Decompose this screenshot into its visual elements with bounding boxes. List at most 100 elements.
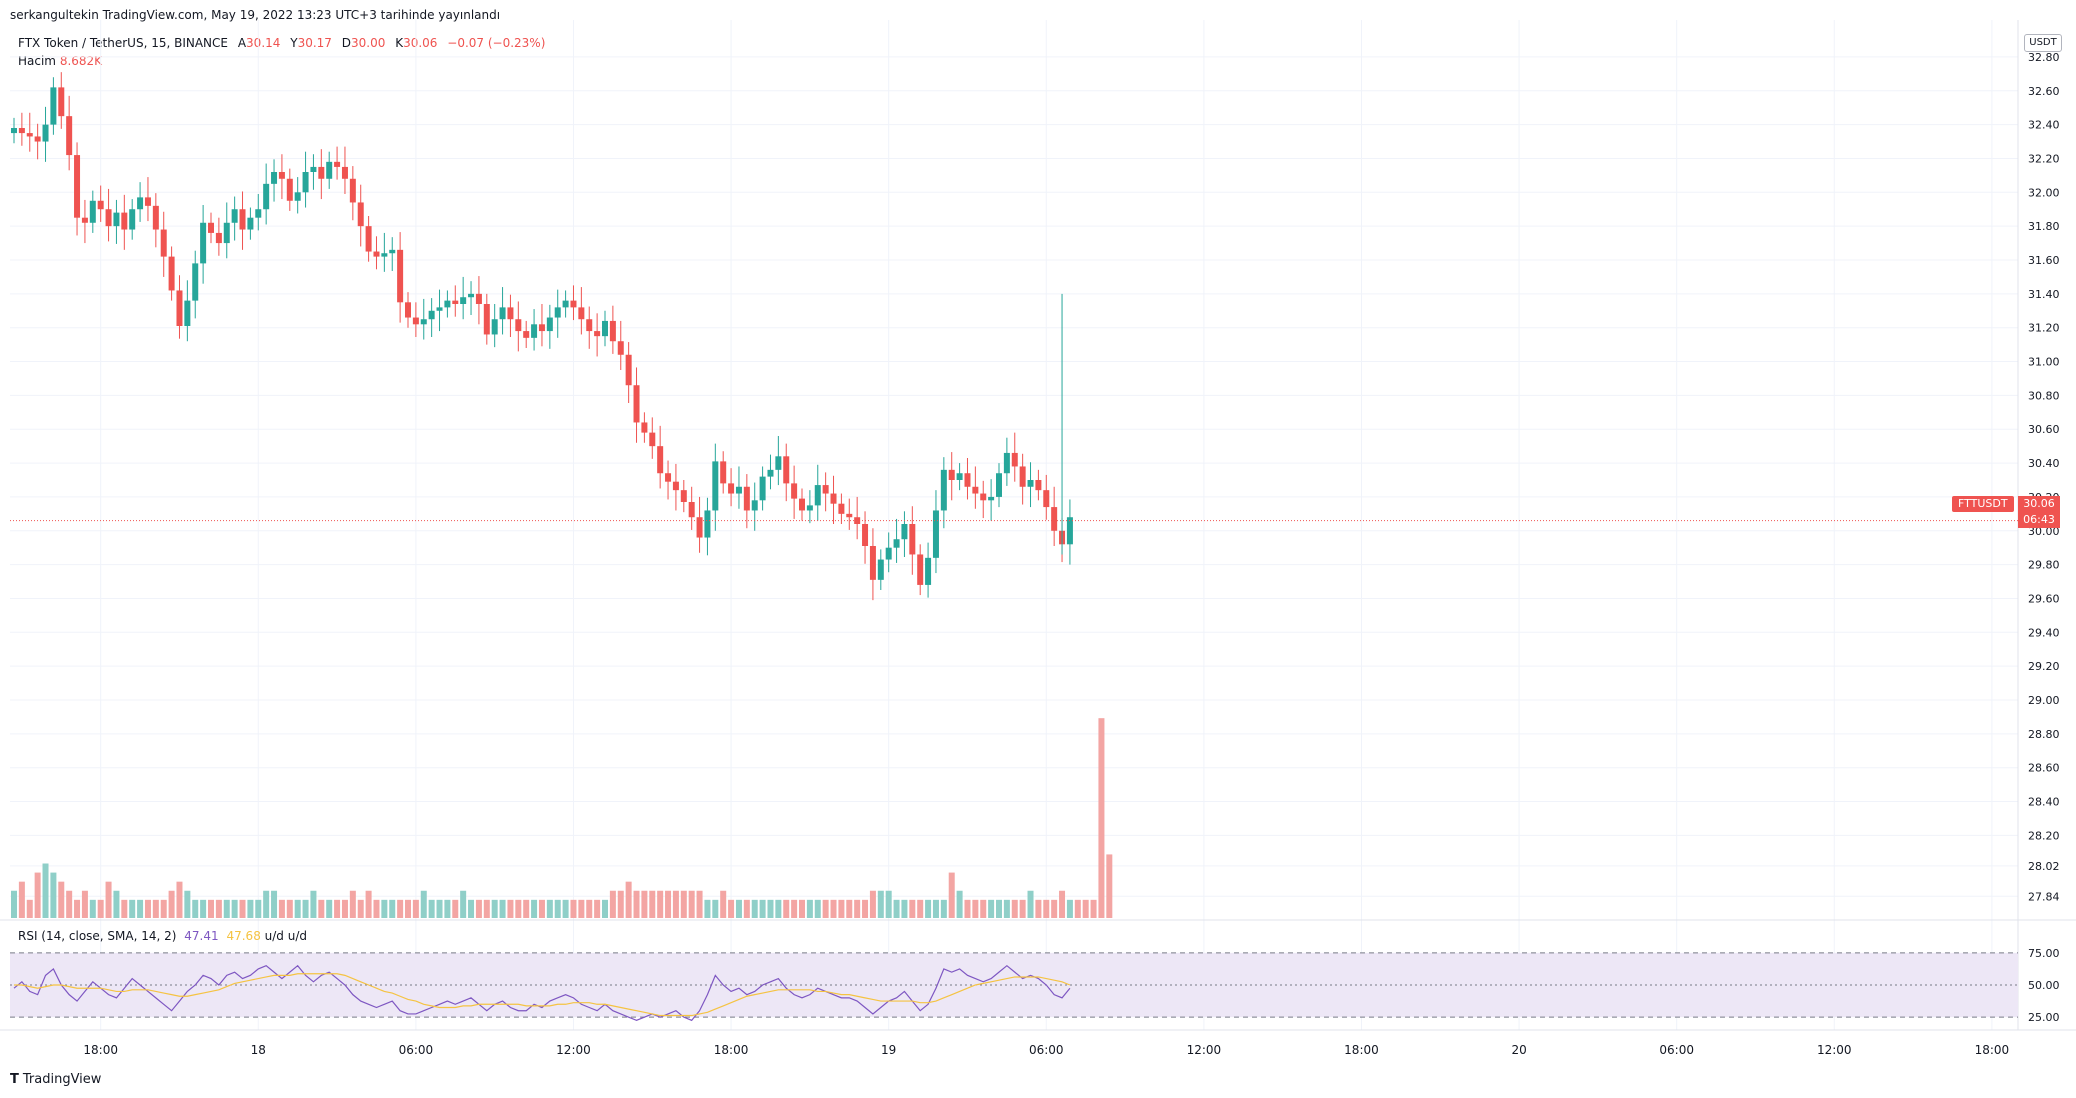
time-tick-label: 18:00	[1344, 1043, 1379, 1057]
candle-body	[594, 331, 601, 337]
volume-bar	[223, 899, 230, 918]
candle-body	[184, 300, 191, 326]
rsi-tick-label: 50.00	[2028, 979, 2060, 992]
volume-bar	[452, 899, 459, 918]
candle-body	[799, 498, 805, 511]
volume-bar	[570, 899, 577, 918]
volume-bar	[846, 899, 853, 918]
candle-body	[507, 307, 514, 320]
volume-label[interactable]: Hacim	[18, 54, 56, 68]
candle-body	[436, 307, 443, 311]
volume-bar	[66, 890, 73, 918]
rsi-ud-1: u/d	[264, 929, 284, 943]
volume-bar	[1027, 890, 1034, 918]
candle-body	[862, 524, 869, 546]
candle-body	[42, 124, 49, 142]
volume-bar	[26, 899, 33, 918]
candle-body	[152, 205, 159, 230]
candle-body	[704, 510, 711, 538]
time-tick-label: 12:00	[1817, 1043, 1852, 1057]
volume-bar	[215, 899, 222, 918]
candle-body	[1011, 452, 1018, 467]
volume-bar	[885, 890, 892, 918]
volume-bar	[988, 899, 995, 918]
volume-bar	[42, 863, 49, 918]
countdown-value: 06:43	[2023, 513, 2055, 526]
candle-body	[326, 161, 333, 179]
volume-bar	[869, 890, 876, 918]
volume-bar	[602, 899, 608, 918]
volume-bar	[491, 899, 498, 918]
candle-body	[137, 197, 144, 210]
volume-bar	[365, 890, 372, 918]
volume-bar	[1051, 899, 1058, 918]
volume-bar	[901, 899, 908, 918]
low-value: 30.00	[351, 36, 386, 50]
candle-body	[160, 229, 167, 257]
rsi-label[interactable]: RSI (14, close, SMA, 14, 2)	[18, 929, 177, 943]
price-tick-label: 28.40	[2028, 796, 2060, 809]
low-label: D	[341, 36, 352, 50]
candle-body	[105, 209, 112, 227]
candle-body	[18, 128, 25, 134]
candle-body	[751, 500, 758, 511]
volume-bar	[200, 899, 207, 918]
candle-body	[286, 178, 293, 201]
volume-bar	[381, 899, 388, 918]
volume-bar	[50, 872, 57, 918]
rsi-value: 47.41	[184, 929, 219, 943]
volume-bar	[854, 899, 861, 918]
volume-bar	[247, 899, 254, 918]
volume-bar	[917, 899, 924, 918]
volume-bar	[129, 899, 136, 918]
price-tick-label: 32.60	[2028, 85, 2060, 98]
volume-bar	[184, 890, 191, 918]
tradingview-logo[interactable]: 𝗧 TradingView	[10, 1072, 101, 1087]
candle-body	[121, 212, 128, 230]
volume-bar	[11, 890, 17, 918]
candle-body	[657, 446, 664, 474]
candle-body	[365, 226, 372, 252]
symbol-title[interactable]: FTX Token / TetherUS, 15, BINANCE	[18, 36, 228, 50]
time-tick-label: 19	[881, 1043, 896, 1057]
volume-bar	[972, 899, 979, 918]
volume-bar	[255, 899, 262, 918]
volume-bar	[799, 899, 805, 918]
candle-body	[783, 456, 790, 484]
candle-body	[948, 469, 955, 480]
volume-bar	[1066, 899, 1073, 918]
price-tick-label: 29.60	[2028, 592, 2060, 605]
price-tick-label: 27.84	[2028, 890, 2060, 903]
chart-legend: FTX Token / TetherUS, 15, BINANCE A30.14…	[18, 34, 551, 70]
change-value: −0.07 (−0.23%)	[447, 36, 546, 50]
volume-bar	[1082, 899, 1089, 918]
volume-bar	[460, 890, 467, 918]
candle-body	[996, 473, 1002, 497]
candle-body	[546, 317, 553, 332]
volume-bar	[546, 899, 553, 918]
candle-body	[66, 116, 73, 156]
volume-bar	[531, 899, 538, 918]
candle-body	[247, 217, 254, 230]
volume-bar	[412, 899, 419, 918]
currency-selector[interactable]: USDT	[2024, 34, 2062, 52]
candle-body	[50, 87, 57, 125]
volume-bar	[263, 890, 270, 918]
volume-bar	[483, 899, 490, 918]
candle-body	[893, 539, 900, 548]
volume-bar	[1106, 854, 1113, 918]
close-label: K	[395, 36, 404, 50]
volume-bar	[278, 899, 285, 918]
candle-body	[869, 546, 876, 580]
candle-body	[389, 249, 396, 254]
volume-bar	[633, 890, 640, 918]
ticker-price-label: FTTUSDT	[1952, 496, 2014, 512]
volume-bar	[783, 899, 790, 918]
volume-bar	[18, 881, 25, 918]
volume-bar	[1098, 718, 1105, 918]
candle-body	[460, 297, 467, 304]
volume-bar	[271, 890, 278, 918]
candle-body	[838, 503, 845, 514]
volume-bar	[728, 899, 735, 918]
